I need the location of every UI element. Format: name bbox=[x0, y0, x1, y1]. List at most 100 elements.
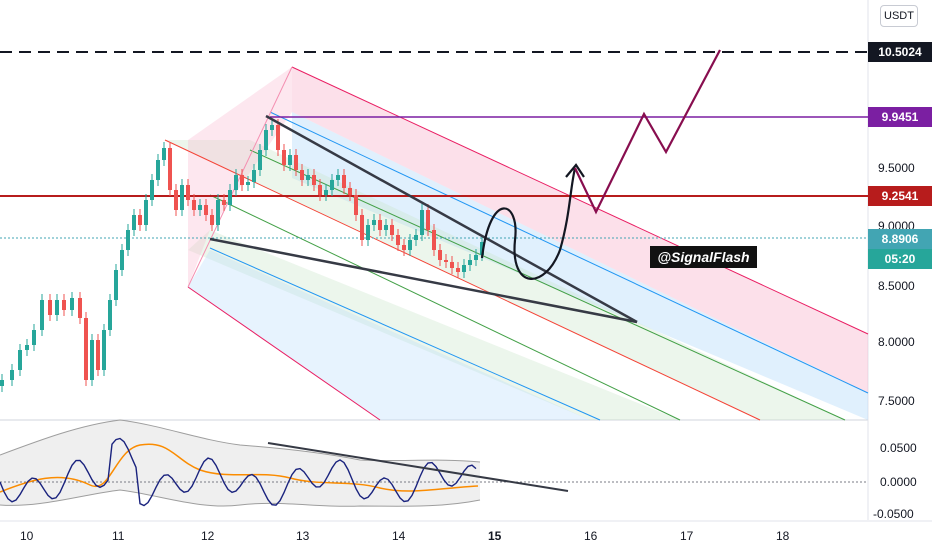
candle-body bbox=[468, 260, 472, 265]
time-label-10: 10 bbox=[20, 529, 34, 543]
time-label-16: 16 bbox=[584, 529, 598, 543]
time-label-14: 14 bbox=[392, 529, 406, 543]
candle-body bbox=[444, 260, 448, 262]
indicator-pane[interactable] bbox=[0, 419, 868, 507]
channel-band-upper bbox=[292, 112, 868, 420]
candle-body bbox=[150, 180, 154, 200]
candle-body bbox=[78, 298, 82, 318]
candle-body bbox=[228, 190, 232, 205]
candle-body bbox=[240, 175, 244, 185]
indicator-tick-3: -0.0500 bbox=[873, 507, 914, 521]
regression-channel[interactable] bbox=[164, 66, 869, 421]
channel-band-mid-upper bbox=[165, 140, 845, 420]
candle-body bbox=[288, 155, 292, 165]
candle-body bbox=[62, 300, 66, 310]
candle-body bbox=[156, 160, 160, 180]
indicator-trendline[interactable] bbox=[267, 442, 569, 492]
candle-body bbox=[144, 200, 148, 225]
candle-body bbox=[426, 210, 430, 230]
candle-body bbox=[32, 330, 36, 345]
candle-body bbox=[55, 300, 59, 315]
time-label-15: 15 bbox=[488, 529, 502, 543]
candle-body bbox=[402, 245, 406, 250]
candle-body bbox=[222, 200, 226, 205]
price-tag-purple: 9.9451 bbox=[868, 107, 932, 127]
candle-body bbox=[126, 230, 130, 250]
candle-body bbox=[40, 300, 44, 330]
candle-body bbox=[216, 200, 220, 225]
indicator-tick-1: 0.0500 bbox=[880, 441, 917, 455]
channel-line-2 bbox=[269, 111, 869, 394]
candle-body bbox=[462, 265, 466, 272]
candle-body bbox=[450, 262, 454, 268]
indicator-band-upper bbox=[0, 419, 481, 463]
candle-body bbox=[138, 215, 142, 225]
candle-body bbox=[96, 340, 100, 370]
channel-line-bottom bbox=[187, 286, 381, 421]
candle-body bbox=[18, 350, 22, 370]
time-label-13: 13 bbox=[296, 529, 310, 543]
candle-body bbox=[162, 148, 166, 160]
candle-body bbox=[192, 200, 196, 210]
channel-band-lower bbox=[188, 230, 680, 420]
candle-body bbox=[210, 215, 214, 225]
currency-button[interactable]: USDT bbox=[880, 5, 918, 27]
time-label-12: 12 bbox=[201, 529, 215, 543]
price-tag-red: 9.2541 bbox=[868, 186, 932, 206]
candle-body bbox=[318, 185, 322, 195]
price-tick-5: 7.5000 bbox=[878, 394, 915, 408]
time-label-11: 11 bbox=[112, 529, 125, 543]
candle-body bbox=[372, 220, 376, 225]
candle-body bbox=[174, 190, 178, 210]
candle-body bbox=[204, 205, 208, 215]
candle-body bbox=[294, 155, 298, 170]
candle-body bbox=[48, 300, 52, 315]
candle-body bbox=[474, 255, 478, 260]
candle-body bbox=[438, 250, 442, 260]
candle-body bbox=[120, 250, 124, 270]
channel-band-outer-top bbox=[292, 67, 868, 393]
price-tick-3: 8.5000 bbox=[878, 279, 915, 293]
candle-body bbox=[132, 215, 136, 230]
candle-body bbox=[90, 340, 94, 380]
candle-body bbox=[168, 148, 172, 190]
indicator-band-fill bbox=[0, 420, 480, 507]
wedge-lower-trendline[interactable] bbox=[209, 237, 638, 324]
candle-body bbox=[312, 175, 316, 185]
candle-body bbox=[378, 220, 382, 230]
candle-body bbox=[258, 150, 262, 170]
price-tick-1: 9.5000 bbox=[878, 161, 915, 175]
candle-body bbox=[282, 150, 286, 165]
candle-body bbox=[234, 175, 238, 190]
candle-body bbox=[414, 235, 418, 240]
projection-curve[interactable] bbox=[480, 167, 577, 280]
price-tag-target: 10.5024 bbox=[868, 42, 932, 62]
candle-body bbox=[10, 370, 14, 380]
candle-body bbox=[324, 190, 328, 195]
price-tag-current: 8.8906 bbox=[868, 229, 932, 249]
candle-body bbox=[276, 125, 280, 150]
candle-body bbox=[84, 318, 88, 380]
candle-body bbox=[270, 125, 274, 130]
price-tick-4: 8.0000 bbox=[878, 335, 915, 349]
candle-body bbox=[456, 268, 460, 272]
channel-line-center bbox=[164, 139, 761, 421]
time-label-18: 18 bbox=[776, 529, 790, 543]
candle-body bbox=[306, 175, 310, 180]
candle-body bbox=[432, 230, 436, 250]
indicator-tick-2: 0.0000 bbox=[880, 475, 917, 489]
candle-body bbox=[180, 185, 184, 210]
channel-band-outer-bottom bbox=[188, 250, 590, 420]
indicator-band-lower bbox=[0, 489, 481, 507]
candle-body bbox=[186, 185, 190, 200]
candle-body bbox=[264, 130, 268, 150]
indicator-oscillator-line bbox=[0, 437, 477, 507]
candle-body bbox=[70, 298, 74, 310]
candlestick-series[interactable] bbox=[0, 119, 484, 392]
projection-zigzag[interactable] bbox=[574, 49, 721, 215]
channel-line-6 bbox=[209, 247, 601, 421]
wedge-upper-trendline[interactable] bbox=[265, 114, 638, 324]
candle-body bbox=[384, 225, 388, 230]
candle-body bbox=[354, 195, 358, 215]
